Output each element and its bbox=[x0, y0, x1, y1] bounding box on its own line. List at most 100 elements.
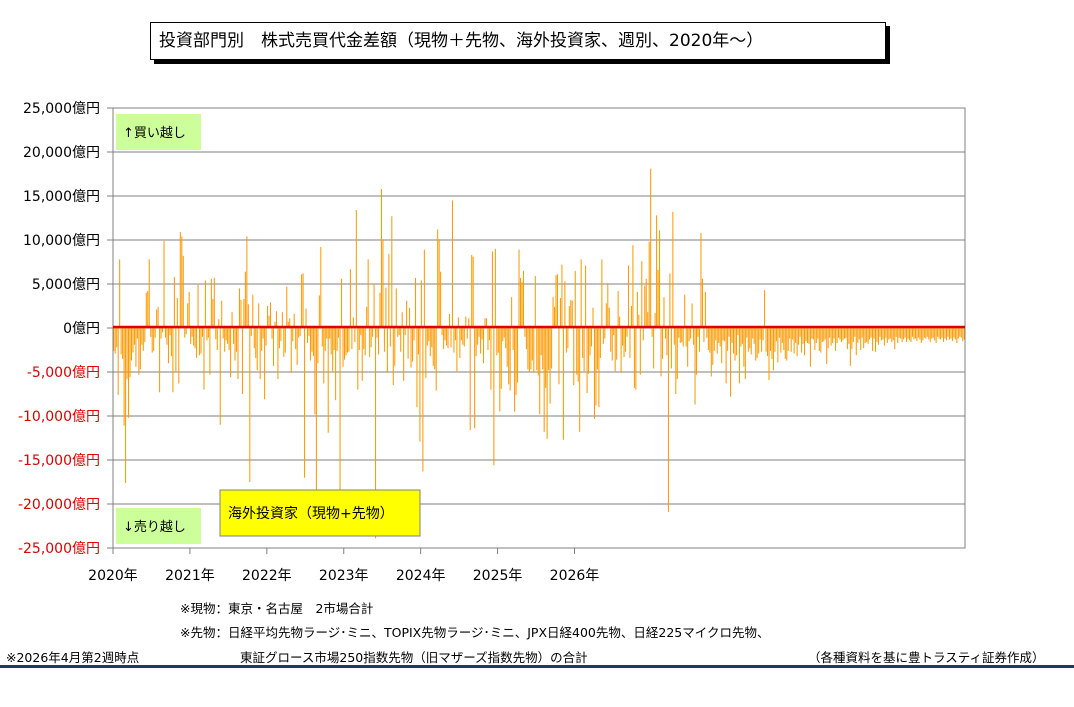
bar bbox=[377, 328, 380, 355]
bar bbox=[895, 328, 897, 337]
bar bbox=[684, 294, 686, 328]
bar bbox=[187, 303, 189, 328]
bar bbox=[845, 328, 847, 338]
bar bbox=[320, 247, 322, 328]
y-tick-label: -15,000億円 bbox=[18, 453, 100, 469]
bar bbox=[443, 328, 445, 350]
bar bbox=[616, 328, 618, 360]
bar bbox=[660, 328, 662, 377]
bar bbox=[512, 328, 514, 350]
bar bbox=[768, 328, 770, 380]
bar bbox=[524, 328, 526, 337]
bar bbox=[148, 259, 150, 328]
bar bbox=[706, 328, 708, 338]
bar bbox=[215, 328, 217, 340]
bar bbox=[190, 328, 192, 344]
bar bbox=[348, 328, 350, 352]
bar bbox=[630, 306, 632, 328]
bar bbox=[453, 328, 455, 353]
bar bbox=[809, 328, 811, 367]
bar bbox=[172, 328, 174, 393]
bar bbox=[765, 328, 767, 352]
bar bbox=[769, 328, 772, 351]
bar bbox=[207, 328, 209, 338]
bar bbox=[811, 328, 813, 339]
bar bbox=[833, 328, 835, 339]
bar bbox=[570, 299, 572, 328]
bar bbox=[666, 328, 668, 356]
bar bbox=[696, 328, 698, 375]
x-tick-label: 2026年 bbox=[550, 568, 600, 584]
bar bbox=[530, 328, 532, 370]
bar bbox=[469, 328, 471, 431]
bar bbox=[338, 328, 340, 338]
bar bbox=[863, 328, 865, 349]
bar bbox=[650, 168, 652, 328]
bar bbox=[181, 236, 183, 328]
bar bbox=[735, 328, 737, 356]
bar bbox=[830, 328, 832, 346]
bar bbox=[669, 273, 671, 328]
bar bbox=[803, 328, 806, 356]
bar bbox=[602, 328, 604, 344]
bar bbox=[886, 328, 888, 343]
bar bbox=[534, 276, 536, 328]
bar bbox=[197, 284, 199, 328]
bar bbox=[267, 306, 269, 328]
bar bbox=[556, 274, 559, 328]
bar bbox=[772, 328, 774, 371]
bar bbox=[525, 328, 527, 350]
bar bbox=[309, 328, 311, 361]
bar bbox=[548, 328, 550, 371]
bar bbox=[851, 328, 853, 350]
bar bbox=[515, 328, 517, 395]
bar bbox=[299, 328, 301, 336]
bar bbox=[903, 328, 905, 340]
bar bbox=[345, 328, 347, 356]
bar bbox=[432, 328, 434, 366]
bar bbox=[855, 328, 857, 356]
bar bbox=[517, 328, 519, 383]
bar bbox=[136, 328, 138, 339]
bar bbox=[948, 328, 950, 340]
bar bbox=[872, 328, 874, 351]
bar bbox=[246, 236, 248, 328]
bar bbox=[656, 215, 658, 328]
bar bbox=[815, 328, 817, 343]
bar bbox=[555, 275, 557, 328]
bar bbox=[194, 328, 196, 349]
bar bbox=[386, 328, 388, 373]
bar bbox=[543, 328, 545, 432]
bar bbox=[676, 328, 678, 380]
bar bbox=[176, 298, 178, 328]
bar bbox=[346, 328, 348, 353]
bar bbox=[234, 328, 236, 361]
bar bbox=[173, 276, 175, 328]
bar bbox=[503, 328, 505, 338]
bar bbox=[126, 328, 128, 380]
bar bbox=[798, 328, 800, 345]
bar bbox=[166, 328, 168, 345]
bar bbox=[370, 328, 372, 348]
bar bbox=[358, 328, 360, 350]
bar bbox=[306, 328, 309, 343]
bar bbox=[938, 328, 940, 339]
bar bbox=[802, 328, 804, 344]
bar bbox=[521, 282, 523, 328]
bar bbox=[284, 328, 286, 353]
bar bbox=[679, 328, 681, 343]
bar bbox=[654, 313, 656, 328]
bar bbox=[787, 328, 789, 351]
bar bbox=[308, 328, 310, 336]
y-tick-label: 20,000億円 bbox=[23, 145, 100, 161]
bar bbox=[873, 328, 875, 339]
bar bbox=[883, 328, 885, 346]
bar bbox=[360, 328, 362, 336]
bar bbox=[923, 328, 925, 338]
bar bbox=[499, 328, 501, 412]
bar bbox=[756, 328, 758, 358]
bar bbox=[849, 328, 851, 366]
bar bbox=[422, 328, 424, 472]
bar bbox=[191, 328, 193, 337]
bar bbox=[835, 328, 837, 351]
